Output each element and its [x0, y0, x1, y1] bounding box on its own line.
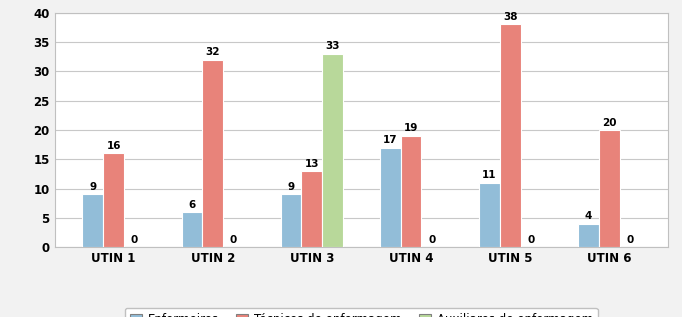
Text: 0: 0 [131, 235, 138, 245]
Text: 4: 4 [584, 211, 592, 222]
Bar [400, 136, 421, 247]
Text: 9: 9 [89, 182, 96, 192]
Text: 32: 32 [205, 47, 220, 57]
Legend: Enfermeiros, Técnicos de enfermagem, Auxiliares de enfermagem: Enfermeiros, Técnicos de enfermagem, Aux… [125, 308, 598, 317]
Bar [380, 148, 400, 247]
Text: 6: 6 [188, 200, 196, 210]
Text: 11: 11 [482, 171, 496, 180]
Bar [578, 224, 599, 247]
Text: 38: 38 [503, 12, 518, 22]
Bar [281, 194, 301, 247]
Text: 0: 0 [527, 235, 535, 245]
Text: 16: 16 [106, 141, 121, 151]
Bar [103, 153, 124, 247]
Text: 9: 9 [288, 182, 295, 192]
Text: 0: 0 [428, 235, 435, 245]
Bar [479, 183, 500, 247]
Text: 0: 0 [230, 235, 237, 245]
Bar [599, 130, 620, 247]
Bar [500, 24, 520, 247]
Bar [203, 60, 223, 247]
Bar [323, 54, 343, 247]
Bar [181, 212, 203, 247]
Text: 17: 17 [383, 135, 398, 145]
Text: 0: 0 [627, 235, 634, 245]
Bar [83, 194, 103, 247]
Bar [301, 171, 323, 247]
Text: 13: 13 [305, 159, 319, 169]
Text: 20: 20 [602, 118, 617, 128]
Text: 19: 19 [404, 124, 418, 133]
Text: 33: 33 [325, 42, 340, 51]
